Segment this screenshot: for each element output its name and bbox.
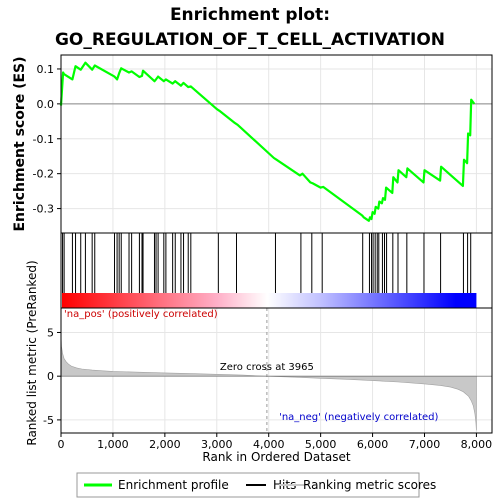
metric-y-tick-label: 5 xyxy=(47,326,54,339)
x-tick-label: 3,000 xyxy=(201,438,233,451)
x-axis-label: Rank in Ordered Dataset xyxy=(202,450,350,464)
ranking-gradient xyxy=(62,293,477,308)
x-tick-label: 0 xyxy=(58,438,65,451)
title-line-2: GO_REGULATION_OF_T_CELL_ACTIVATION xyxy=(55,30,445,50)
es-y-tick-label: -0.1 xyxy=(33,133,54,146)
title-line-1: Enrichment plot: xyxy=(170,5,330,25)
zero-cross-label: Zero cross at 3965 xyxy=(220,362,314,373)
enrichment-profile-line xyxy=(59,61,476,222)
metric-plot-area xyxy=(61,308,492,433)
x-tick-label: 2,000 xyxy=(149,438,181,451)
x-tick-label: 5,000 xyxy=(305,438,337,451)
metric-panel: 5 0 -5 Zero cross at 3965 'na_pos' (positive… xyxy=(25,260,493,446)
es-plot-area xyxy=(61,55,492,233)
es-y-axis-label: Enrichment score (ES) xyxy=(12,56,28,231)
metric-y-tick-label: -5 xyxy=(43,414,54,427)
positive-correlation-label: 'na_pos' (positively correlated) xyxy=(64,309,218,320)
es-y-tick-label: 0.0 xyxy=(37,98,55,111)
x-tick-label: 6,000 xyxy=(357,438,389,451)
metric-frame xyxy=(60,307,493,434)
es-y-tick-label: 0.1 xyxy=(37,63,55,76)
es-panel: 0.1 0.0 -0.1 -0.2 -0.3 Enrichment score (ES) xyxy=(12,54,493,234)
x-tick-label: 4,000 xyxy=(253,438,285,451)
x-tick-label: 1,000 xyxy=(97,438,129,451)
x-tick-label: 8,000 xyxy=(461,438,493,451)
es-y-tick-label: -0.3 xyxy=(33,203,54,216)
es-y-tick-label: -0.2 xyxy=(33,168,54,181)
hits-area xyxy=(61,233,492,293)
legend-label: Enrichment profile xyxy=(118,478,229,492)
metric-y-axis-label: Ranked list metric (PreRanked) xyxy=(25,260,39,445)
negative-correlation-label: 'na_neg' (negatively correlated) xyxy=(279,412,438,423)
hits-panel xyxy=(61,233,492,293)
metric-y-tick-label: 0 xyxy=(47,370,54,383)
legend: Enrichment profile Hits Ranking metric sco… xyxy=(76,472,436,498)
legend-label: Ranking metric scores xyxy=(303,478,436,492)
x-axis: 0 1,000 2,000 3,000 4,000 5,000 6,000 7,000 8,00… xyxy=(58,433,493,464)
x-tick-label: 7,000 xyxy=(409,438,441,451)
